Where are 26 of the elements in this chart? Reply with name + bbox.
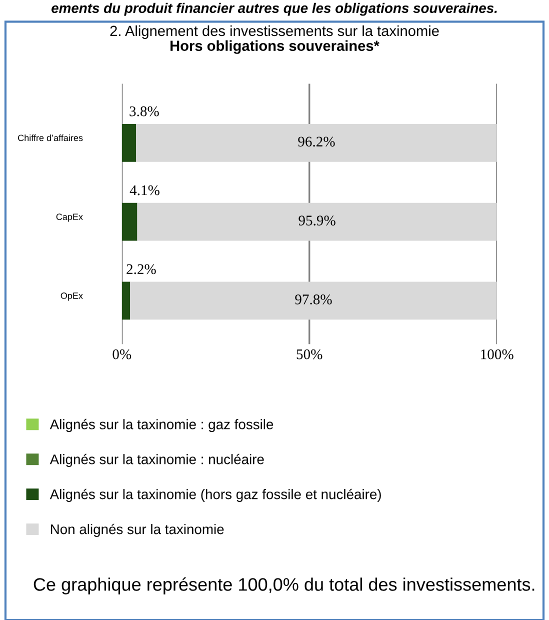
chart-subtitle: Hors obligations souveraines* [170,40,380,54]
legend-label: Alignés sur la taxinomie : gaz fossile [50,418,274,432]
y-tick-label: CapEx [56,214,83,222]
data-label: 4.1% [130,185,160,196]
bar [122,282,130,320]
y-tick-label: OpEx [60,292,83,301]
data-label: 96.2% [298,136,335,147]
bar [122,124,136,162]
text: ements du produit financier autres que les obligations souveraines. [52,2,497,16]
data-label: 3.8% [130,106,159,116]
text: Ce graphique représente 100,0% du total des investissements. [34,577,534,594]
data-label: 97.8% [295,294,332,304]
bar [136,124,497,162]
legend-label: Non alignés sur la taxinomie [50,524,224,537]
legend-label: Alignés sur la taxinomie (hors gaz fossile et nucléaire) [50,488,381,502]
legend-label: Alignés sur la taxinomie : nucléaire [50,454,264,468]
x-tick-label: 0% [112,349,132,360]
chart-title: 2. Alignement des investissements sur la taxinomie [110,25,439,39]
x-tick-label: 50% [296,349,322,360]
y-tick-label: Chiffre d’affaires [18,134,83,142]
data-label: 95.9% [298,216,336,226]
bar [122,202,138,241]
x-tick-label: 100% [481,349,514,360]
bar [130,282,497,320]
bar [137,202,497,241]
data-label: 2.2% [126,264,156,274]
